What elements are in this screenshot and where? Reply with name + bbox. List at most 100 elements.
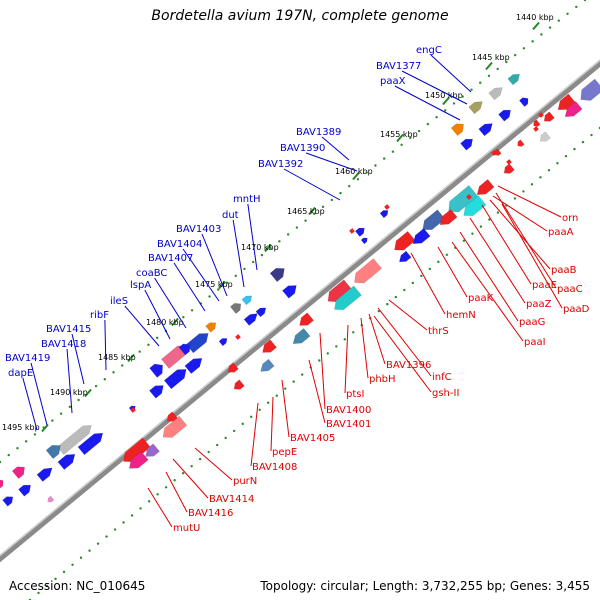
forward-gene-label: dut (222, 210, 239, 221)
forward-label-leader (283, 168, 341, 201)
reverse-label-leader (165, 471, 188, 513)
forward-gene-feature (241, 295, 253, 306)
tick-mark (485, 61, 493, 71)
tick-mark (218, 280, 226, 290)
reverse-label-leader (319, 332, 326, 410)
reverse-gene-label: BAV1401 (326, 419, 371, 430)
reverse-gene-feature (580, 78, 600, 101)
reverse-gene-label: phbH (369, 374, 396, 385)
reverse-gene-label: ptsI (346, 389, 364, 400)
small-feature (130, 407, 136, 413)
reverse-gene-feature (162, 415, 188, 438)
reverse-gene-feature (47, 495, 55, 503)
forward-gene-label: dapE (8, 368, 33, 379)
forward-gene-label: BAV1419 (5, 353, 50, 364)
tick-label: 1480 kbp (146, 318, 184, 327)
reverse-label-leader (497, 185, 562, 218)
forward-gene-feature (468, 101, 483, 115)
tick-mark (308, 206, 316, 216)
reverse-gene-label: paaB (551, 265, 577, 276)
forward-gene-feature (0, 479, 4, 489)
tick-label: 1450 kbp (425, 91, 463, 100)
reverse-gene-label: paaZ (526, 299, 552, 310)
reverse-gene-label: BAV1414 (209, 494, 254, 505)
reverse-gene-label: paaA (548, 227, 574, 238)
map-title: Bordetella avium 197N, complete genome (151, 8, 449, 24)
reverse-label-leader (410, 252, 446, 315)
reverse-gene-feature (166, 411, 178, 422)
tick-label: 1440 kbp (516, 13, 554, 22)
accession-text: Accession: NC_010645 (9, 579, 146, 593)
reverse-label-leader (250, 402, 259, 467)
reverse-label-leader (377, 307, 432, 377)
forward-gene-label: paaX (380, 76, 406, 87)
tick-mark (396, 133, 404, 143)
reverse-label-leader (495, 192, 557, 289)
reverse-label-leader (469, 217, 526, 304)
reverse-label-leader (388, 299, 428, 331)
reverse-gene-label: thrS (428, 326, 449, 337)
forward-label-leader (71, 333, 85, 385)
reverse-label-leader (481, 204, 532, 285)
forward-gene-feature (36, 467, 53, 482)
reverse-gene-label: BAV1405 (290, 433, 335, 444)
forward-gene-feature (460, 138, 473, 151)
forward-gene-label: BAV1390 (280, 143, 325, 154)
forward-gene-label: BAV1389 (296, 127, 341, 138)
forward-label-leader (22, 377, 38, 431)
forward-gene-label: lspA (130, 280, 151, 291)
reverse-gene-feature (233, 379, 245, 390)
forward-gene-feature (205, 322, 217, 333)
tick-label: 1465 kbp (287, 207, 325, 216)
tick-mark (41, 423, 49, 433)
reverse-gene-label: paaI (524, 337, 546, 348)
reverse-gene-label: paaG (519, 317, 545, 328)
forward-gene-label: ileS (110, 296, 128, 307)
forward-gene-feature (379, 210, 389, 219)
reverse-gene-feature (260, 358, 275, 372)
reverse-label-leader (368, 313, 386, 365)
small-feature (538, 112, 544, 118)
forward-gene-feature (507, 73, 520, 86)
forward-gene-feature (45, 445, 61, 460)
tick-label: 1475 kbp (195, 280, 233, 289)
tick-label: 1470 kbp (241, 243, 279, 252)
forward-gene-feature (163, 369, 187, 390)
reverse-gene-feature (299, 312, 314, 326)
forward-gene-feature (488, 87, 503, 101)
tick-track: 1440 kbp 1445 kbp 1450 kbp 1455 kbp 1460 kbp… (2, 13, 554, 433)
forward-gene-feature (185, 333, 209, 354)
reverse-label-leader (451, 241, 524, 342)
forward-gene-feature (243, 313, 258, 326)
forward-gene-feature (360, 237, 368, 245)
reverse-gene-label: mutU (173, 523, 200, 534)
reverse-gene-label: purN (233, 476, 257, 487)
forward-gene-feature (2, 496, 14, 507)
reverse-gene-feature (292, 328, 311, 344)
reverse-gene-feature (476, 179, 495, 195)
reverse-gene-feature (227, 362, 239, 373)
forward-label-leader (173, 262, 206, 312)
forward-label-leader (182, 248, 220, 302)
reverse-gene-label: paaC (557, 284, 583, 295)
small-feature (506, 159, 512, 165)
outer-dotted-track (0, 0, 587, 464)
reverse-gene-label: hemN (446, 310, 476, 321)
forward-label-leader (66, 348, 73, 414)
gene-labels: engC BAV1377 paaX BAV1389 BAV1390 BAV1392 mntH… (5, 45, 590, 534)
backbone-highlight (0, 59, 600, 557)
reverse-gene-label: BAV1408 (252, 462, 297, 473)
feature-tracks (0, 73, 600, 507)
reverse-gene-feature (494, 148, 502, 156)
forward-gene-label: BAV1418 (41, 339, 86, 350)
forward-gene-label: BAV1407 (148, 253, 193, 264)
reverse-gene-feature (543, 111, 555, 122)
reverse-gene-feature (564, 101, 583, 117)
reverse-label-leader (344, 324, 349, 394)
tick-label: 1460 kbp (335, 167, 373, 176)
forward-gene-feature (57, 425, 92, 455)
forward-label-leader (232, 219, 245, 288)
tick-mark (532, 21, 540, 31)
reverse-gene-feature (123, 437, 151, 462)
reverse-gene-label: paaE (532, 280, 557, 291)
